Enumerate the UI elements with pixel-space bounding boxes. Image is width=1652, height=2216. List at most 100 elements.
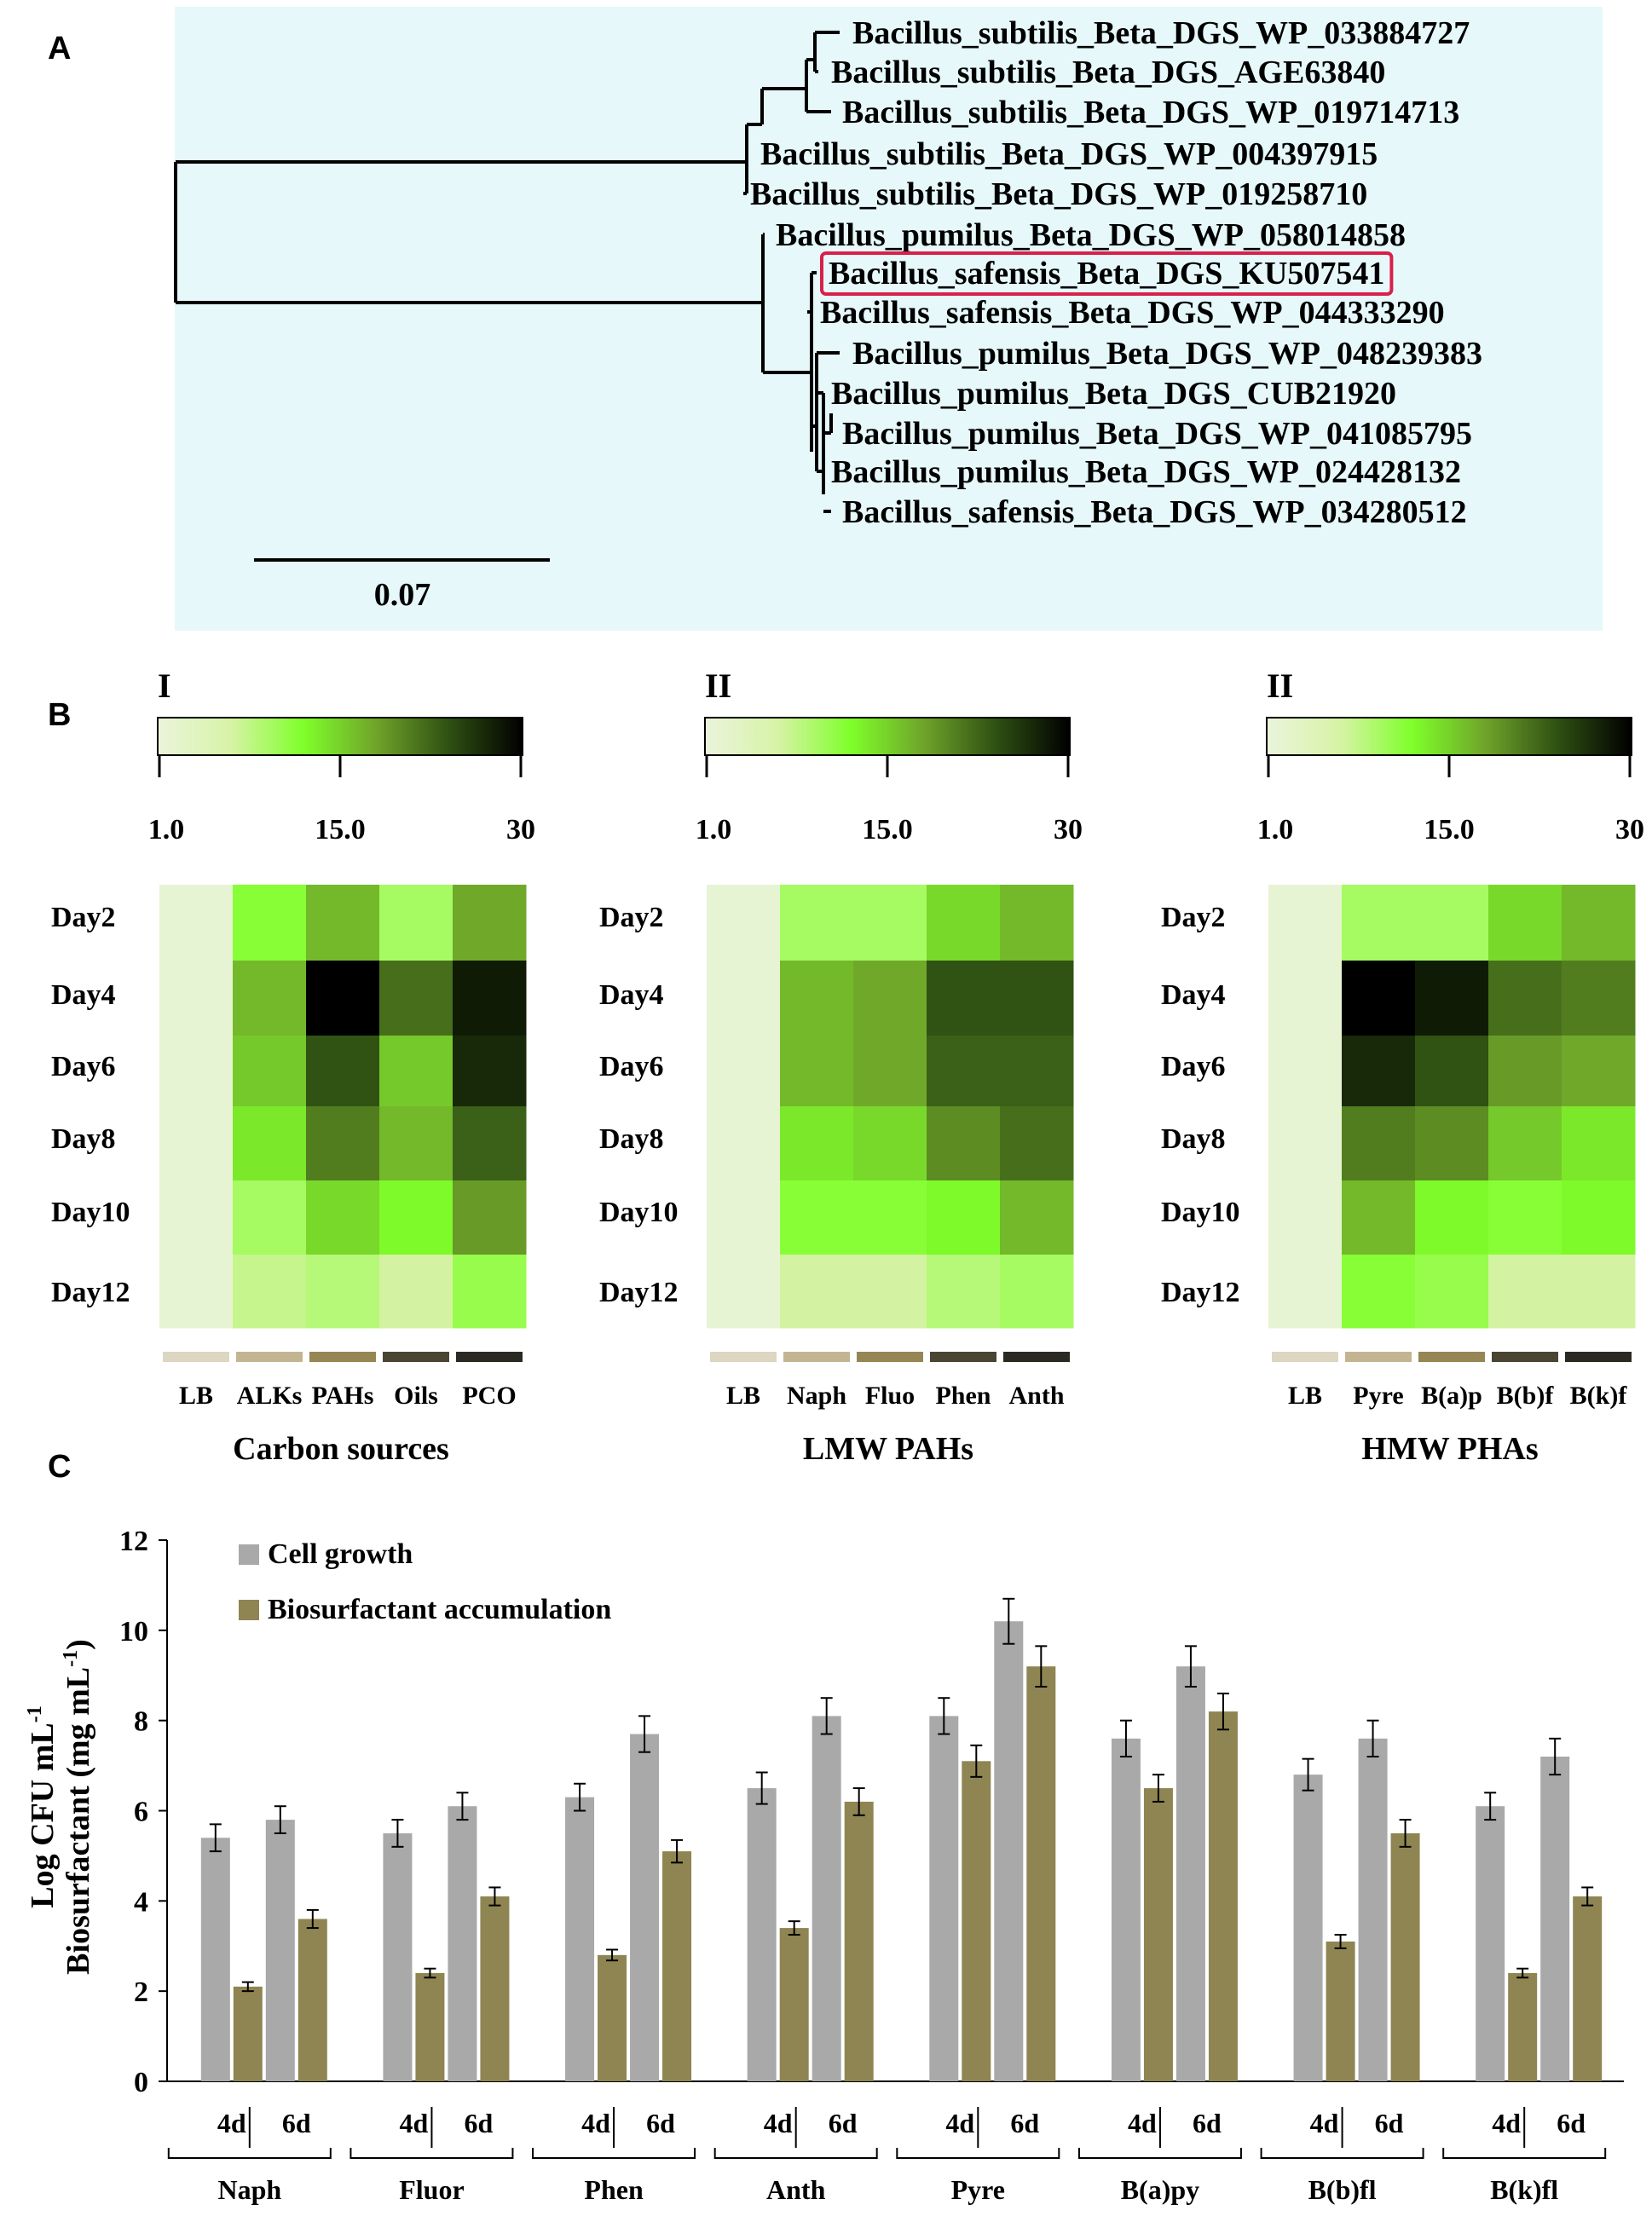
legend-swatch [239,1544,259,1565]
tree-leaf-label: Bacillus_pumilus_Beta_DGS_CUB21920 [831,376,1396,412]
heatmap-cell [707,1180,781,1255]
heatmap-roman-label: II [1267,667,1293,705]
heatmap-cell [707,1255,781,1329]
heatmap-cell [159,1180,234,1255]
x-group-label: B(k)fl [1490,2174,1558,2205]
svg-text:Biosurfactant (mg mL-1): Biosurfactant (mg mL-1) [60,1639,96,1975]
bar-chart: 0 2 4 6 8 10 12 Log CFU mL-1 Biosurfactant (mg m… [24,1526,1624,2205]
column-legend-bar [309,1352,376,1362]
heatmap-title: Carbon sources [233,1431,449,1467]
x-sub-label: 4d [217,2108,246,2138]
heatmap-cell [453,1106,527,1181]
heatmap-cell [707,961,781,1036]
scale-tick-label: 30 [506,814,535,845]
heatmap-cell [853,1036,927,1107]
heatmap-panels: I 1.0 15.0 30 Day2 Day4 Day6 Day8 Day10 Day12 LB AL… [51,667,1644,1467]
heatmap-cell [233,961,307,1036]
heatmap-cell [1268,885,1343,961]
heatmap-cell [1000,885,1074,961]
heatmap-cell [1000,1036,1074,1107]
x-sub-label: 6d [646,2108,675,2138]
heatmap-cell [233,1106,307,1181]
heatmap-cell [1562,1255,1636,1329]
x-sub-label: 6d [1010,2108,1039,2138]
column-legend-bar [1565,1352,1632,1362]
day-label: Day4 [51,979,116,1011]
column-label: Pyre [1353,1382,1403,1410]
heatmap-cell [233,1036,307,1107]
heatmap-cell [1342,1106,1416,1181]
bar [929,1716,959,2081]
heatmap-cell [780,1255,854,1329]
day-label: Day8 [599,1123,664,1155]
bar [480,1896,510,2081]
column-label: B(b)f [1497,1382,1555,1410]
heatmap-cell [306,1036,380,1107]
heatmap-cell [927,961,1001,1036]
x-group-label: Anth [766,2174,826,2205]
column-label: Phen [935,1382,991,1410]
heatmap-cell [233,885,307,961]
group-bracket [532,2148,696,2159]
heatmap-cell [780,885,854,961]
heatmap-cell [159,961,234,1036]
heatmap-cell [927,1036,1001,1107]
x-sub-label: 4d [400,2108,429,2138]
bar [383,1832,413,2081]
bar [297,1919,327,2081]
color-scale-bar [157,717,523,756]
legend-swatch [239,1600,259,1620]
x-sub-label: 4d [764,2108,793,2138]
heatmap-cell [306,961,380,1036]
day-label: Day6 [51,1051,116,1082]
day-label: Day10 [599,1197,679,1228]
column-legend-bar [1003,1352,1070,1362]
heatmap-cell [707,1106,781,1181]
heatmap-cell [1562,885,1636,961]
bar [1476,1806,1505,2081]
heatmap-cell [927,1106,1001,1181]
day-label: Day12 [1161,1277,1240,1308]
column-label: Oils [394,1382,438,1410]
column-label: B(k)f [1570,1382,1628,1410]
column-label: PAHs [312,1382,374,1410]
x-group-label: Naph [217,2174,281,2205]
heatmap-cell [379,885,453,961]
scale-tick-label: 15.0 [862,814,913,845]
heatmap-cell [379,961,453,1036]
heatmap-cell [1562,961,1636,1036]
heatmap-cell [1562,1036,1636,1107]
column-label: Fluo [865,1382,915,1410]
bar [662,1851,692,2081]
heatmap-panel: II 1.0 15.0 30 Day2 Day4 Day6 Day8 Day10 Day12 LB N… [599,667,1083,1467]
column-legend-bar [710,1352,777,1362]
heatmap-cell [1415,885,1489,961]
day-label: Day10 [1161,1197,1240,1228]
column-legend-bar [1272,1352,1338,1362]
scale-tick-label: 30 [1615,814,1644,845]
heatmap-cell [1562,1180,1636,1255]
heatmap-cell [1415,1180,1489,1255]
bar [1208,1711,1238,2081]
heatmap-panel: I 1.0 15.0 30 Day2 Day4 Day6 Day8 Day10 Day12 LB AL… [51,667,535,1467]
heatmap-cell [159,885,234,961]
y-tick-label: 10 [119,1616,148,1648]
bar [1293,1775,1323,2081]
heatmap-cell [379,1036,453,1107]
heatmap-cell [1562,1106,1636,1181]
heatmap-cell [1342,961,1416,1036]
bar [1540,1757,1570,2081]
heatmap-cell [1268,1180,1343,1255]
heatmap-cell [1415,1036,1489,1107]
heatmap-cell [306,885,380,961]
column-legend-bar [1345,1352,1412,1362]
x-sub-label: 6d [465,2108,494,2138]
heatmap-cell [159,1255,234,1329]
scale-tick-label: 1.0 [148,814,185,845]
heatmap-cell [853,1180,927,1255]
column-label: B(a)p [1421,1382,1482,1410]
group-bracket [713,2148,878,2159]
tree-leaf-label: Bacillus_safensis_Beta_DGS_WP_044333290 [820,295,1445,331]
heatmap-cell [1488,1180,1562,1255]
bar [779,1928,809,2081]
